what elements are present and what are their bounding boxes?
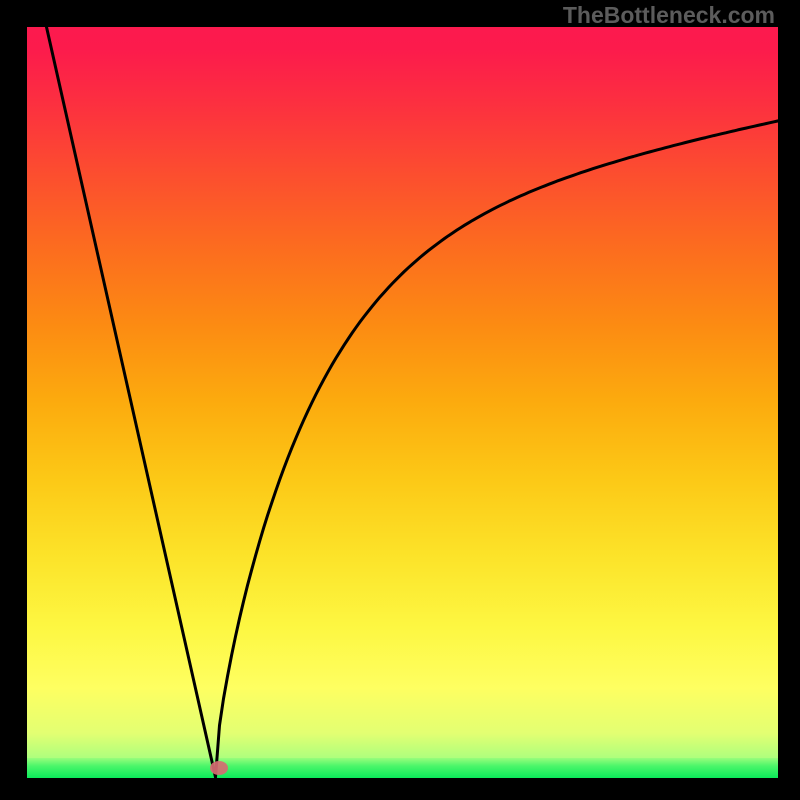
bottleneck-curve	[47, 27, 779, 777]
watermark-text: TheBottleneck.com	[563, 2, 775, 29]
valley-marker	[210, 761, 228, 775]
curve-svg	[27, 27, 778, 778]
plot-area	[27, 27, 778, 778]
chart-frame: TheBottleneck.com	[0, 0, 800, 800]
